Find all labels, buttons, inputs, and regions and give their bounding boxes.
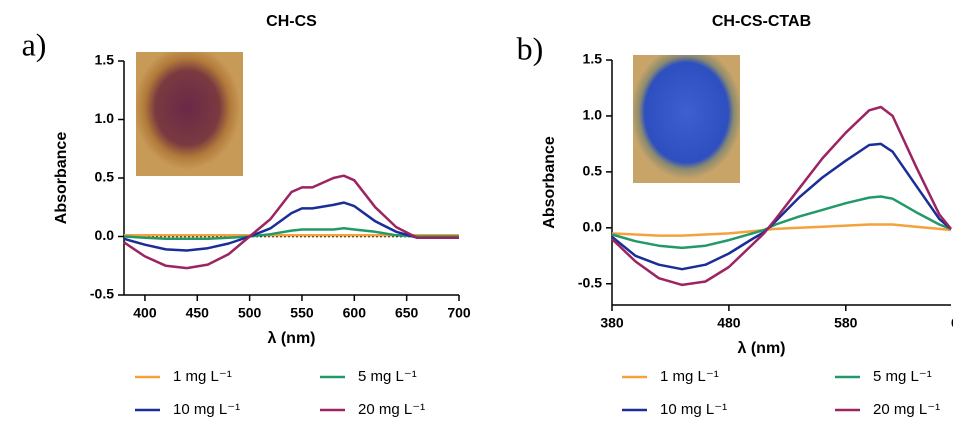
y-tick-label: 0.0	[95, 227, 115, 243]
y-tick-label: 0.5	[95, 169, 115, 185]
y-tick-label: -0.5	[90, 286, 114, 302]
legend-label: 5 mg L⁻¹	[358, 368, 417, 385]
legend-label: 20 mg L⁻¹	[358, 401, 425, 418]
x-tick-label: 650	[395, 305, 419, 321]
inset-photo	[136, 52, 243, 176]
data-line	[123, 201, 459, 252]
panel-label: b)	[517, 30, 544, 66]
data-line	[611, 223, 952, 237]
y-axis-label: Absorbance	[541, 136, 558, 229]
x-tick-label: 580	[834, 315, 858, 331]
x-tick-label: 480	[717, 315, 741, 331]
data-line	[123, 227, 459, 241]
x-tick-label: 550	[290, 305, 314, 321]
x-axis-label: λ (nm)	[738, 340, 786, 357]
x-tick-label: 450	[186, 305, 210, 321]
chart-title: CH-CS-CTAB	[712, 13, 811, 30]
y-tick-label: 0.5	[583, 163, 603, 179]
y-axis-label: Absorbance	[53, 132, 70, 225]
inset-photo	[633, 55, 740, 183]
legend-label: 1 mg L⁻¹	[660, 368, 719, 385]
x-tick-label: 400	[133, 305, 157, 321]
x-tick-label: 600	[343, 305, 367, 321]
data-line	[123, 174, 459, 270]
y-tick-label: 0.0	[583, 219, 603, 235]
legend-label: 1 mg L⁻¹	[173, 368, 232, 385]
y-tick-label: 1.5	[583, 51, 603, 67]
y-tick-label: 1.5	[95, 52, 115, 68]
x-tick-label: 680	[951, 315, 953, 331]
x-tick-label: 500	[238, 305, 262, 321]
x-axis-label: λ (nm)	[268, 330, 316, 347]
legend-label: 5 mg L⁻¹	[873, 368, 932, 385]
x-tick-label: 380	[600, 315, 624, 331]
legend-label: 10 mg L⁻¹	[660, 401, 727, 418]
y-tick-label: 1.0	[95, 110, 115, 126]
data-line	[611, 142, 952, 271]
legend-label: 20 mg L⁻¹	[873, 401, 940, 418]
panel-label: a)	[22, 26, 47, 62]
data-line	[611, 105, 952, 287]
y-tick-label: 1.0	[583, 107, 603, 123]
y-tick-label: -0.5	[578, 274, 602, 290]
data-line	[611, 195, 952, 250]
chart-title: CH-CS	[266, 13, 317, 30]
legend-label: 10 mg L⁻¹	[173, 401, 240, 418]
x-tick-label: 700	[447, 305, 471, 321]
